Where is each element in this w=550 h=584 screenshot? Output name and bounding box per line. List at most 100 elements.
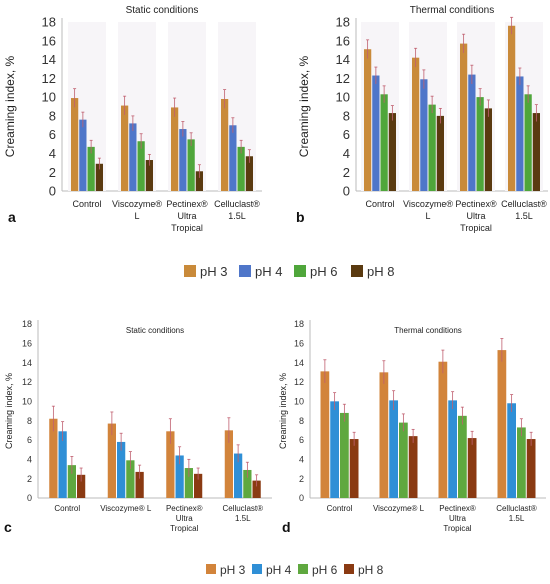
- bar: [458, 415, 467, 498]
- bar: [484, 108, 492, 191]
- category-label: Celluclast®: [496, 504, 537, 513]
- y-axis-label: Creaming index, %: [297, 55, 311, 157]
- panel-d: Thermal conditions Creaming index, % 0 2 4 6 8…: [278, 319, 546, 535]
- y-tick-label: 14: [294, 358, 304, 368]
- bar: [389, 400, 398, 498]
- bar: [497, 350, 507, 498]
- bar: [145, 160, 153, 191]
- category-label: Control: [54, 504, 80, 513]
- category-label: Pectinex®: [166, 199, 208, 209]
- category-label: Celluclast®: [222, 504, 263, 513]
- legend-swatch-ph3: [184, 265, 196, 277]
- y-tick-label: 16: [336, 33, 350, 48]
- category-label: 1.5L: [228, 211, 246, 221]
- legend-label-ph4-bottom: pH 4: [266, 563, 292, 577]
- category-label: Tropical: [171, 223, 203, 233]
- bar: [340, 412, 349, 498]
- bar: [224, 430, 233, 498]
- category-label: Pectinex®: [166, 504, 203, 513]
- y-tick-label: 18: [294, 319, 304, 329]
- y-tick-label: 16: [22, 338, 32, 348]
- bar: [524, 94, 532, 191]
- y-tick-label: 10: [22, 396, 32, 406]
- bar: [330, 401, 339, 498]
- bar: [179, 129, 187, 191]
- bar: [436, 115, 444, 191]
- y-tick-label: 14: [42, 52, 56, 67]
- legend-label-ph8-bottom: pH 8: [358, 563, 384, 577]
- y-axis-label: Creaming index, %: [278, 373, 288, 449]
- bar: [194, 473, 203, 498]
- chart-title: Thermal conditions: [394, 326, 462, 335]
- bar: [187, 139, 195, 191]
- y-tick-label: 2: [299, 474, 304, 484]
- legend-swatch-ph4-bottom: [252, 564, 262, 574]
- category-label: Viscozyme®: [112, 199, 162, 209]
- y-tick-label: 16: [42, 33, 56, 48]
- y-tick-label: 0: [343, 184, 350, 199]
- y-tick-label: 2: [27, 474, 32, 484]
- bar: [237, 146, 245, 191]
- y-tick-label: 6: [27, 435, 32, 445]
- bar: [532, 113, 540, 191]
- bar: [229, 125, 237, 191]
- bar: [77, 474, 86, 498]
- bar: [476, 97, 484, 191]
- panel-c: Static conditions Creaming index, % 0 2 4 6 8 1…: [4, 319, 272, 535]
- category-label: Pectinex®: [439, 504, 476, 513]
- bar: [87, 146, 95, 191]
- bar: [184, 468, 193, 498]
- bar: [243, 469, 252, 498]
- bar: [380, 94, 388, 191]
- bar: [195, 171, 203, 191]
- y-tick-label: 8: [299, 416, 304, 426]
- y-tick-label: 6: [343, 127, 350, 142]
- bar: [221, 98, 229, 191]
- legend-swatch-ph4: [239, 265, 251, 277]
- y-tick-label: 12: [336, 71, 350, 86]
- y-tick-label: 4: [343, 146, 350, 161]
- category-label: Tropical: [460, 223, 492, 233]
- legend-label-ph6-bottom: pH 6: [312, 563, 338, 577]
- y-tick-label: 2: [343, 165, 350, 180]
- y-tick-label: 8: [27, 416, 32, 426]
- bar: [508, 25, 516, 192]
- y-tick-label: 16: [294, 338, 304, 348]
- bar: [67, 465, 76, 498]
- legend-label-ph6: pH 6: [310, 264, 337, 279]
- category-label: Celluclast®: [214, 199, 260, 209]
- bar: [245, 156, 253, 191]
- y-tick-label: 0: [299, 493, 304, 503]
- panel-a: Static conditions Creaming index, % 0 2 4 6 8 1…: [3, 5, 262, 233]
- legend-label-ph4: pH 4: [255, 264, 282, 279]
- y-axis-label: Creaming index, %: [3, 55, 17, 157]
- bar: [252, 480, 261, 498]
- bar: [420, 79, 428, 191]
- category-label: Ultra: [177, 211, 196, 221]
- chart-title: Thermal conditions: [410, 5, 494, 16]
- bar: [320, 371, 330, 498]
- legend-swatch-ph3-bottom: [206, 564, 216, 574]
- bar: [468, 74, 476, 191]
- bar: [234, 453, 243, 498]
- bar: [58, 431, 67, 498]
- category-label: Ultra: [466, 211, 485, 221]
- y-tick-label: 4: [299, 454, 304, 464]
- legend-label-ph8: pH 8: [367, 264, 394, 279]
- bar: [126, 460, 135, 498]
- category-label: 1.5L: [235, 514, 251, 523]
- y-tick-label: 0: [49, 184, 56, 199]
- bar: [412, 57, 420, 191]
- y-tick-label: 12: [22, 377, 32, 387]
- panel-letter: b: [296, 209, 305, 225]
- bar: [135, 471, 144, 498]
- y-tick-label: 14: [22, 358, 32, 368]
- y-tick-label: 12: [42, 71, 56, 86]
- y-tick-label: 10: [42, 90, 56, 105]
- y-tick-label: 8: [49, 108, 56, 123]
- bar: [379, 372, 389, 498]
- y-tick-label: 18: [22, 319, 32, 329]
- bar: [137, 141, 145, 191]
- bar: [467, 438, 477, 498]
